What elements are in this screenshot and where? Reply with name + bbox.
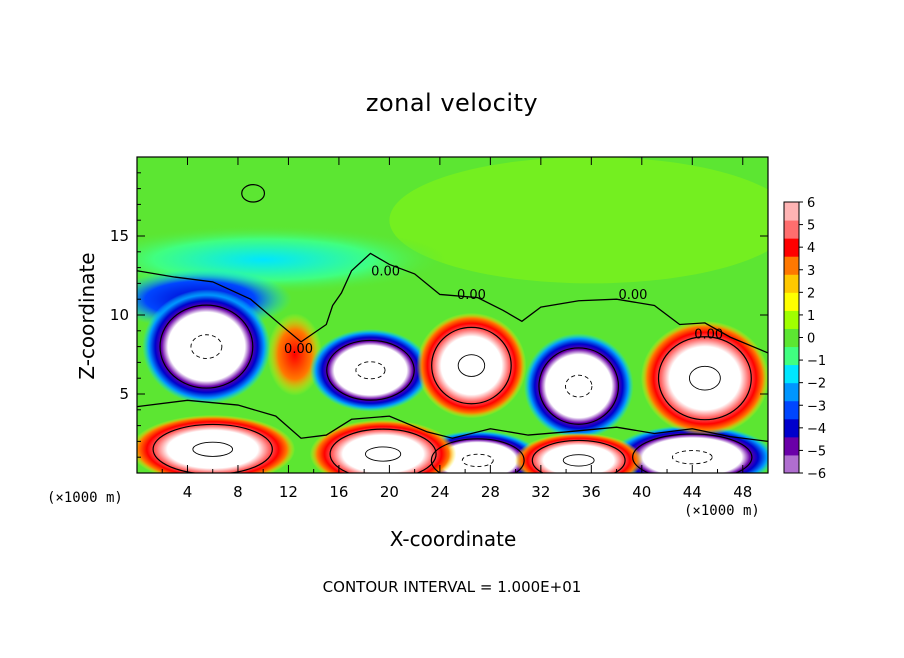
- colorbar-segment: [784, 400, 799, 420]
- inner-contour-line: [688, 365, 721, 391]
- x-tick-label: 4: [183, 483, 193, 501]
- cell-contour-line: [431, 326, 512, 405]
- x-tick-label: 40: [632, 483, 651, 501]
- contour-label: 0.00: [457, 288, 486, 303]
- inner-contour-line: [355, 361, 386, 380]
- x-tick-label: 28: [481, 483, 500, 501]
- contour-label: 0.00: [371, 265, 400, 280]
- colorbar-segment: [784, 256, 799, 275]
- colorbar-segment: [784, 238, 799, 257]
- x-tick-label: 16: [329, 483, 348, 501]
- colorbar-segment: [784, 292, 799, 311]
- colorbar-tick-label: −4: [807, 422, 826, 437]
- colorbar-segment: [784, 436, 799, 456]
- x-tick-label: 20: [380, 483, 399, 501]
- small-contour-line: [241, 184, 266, 203]
- inner-contour-line: [192, 441, 234, 457]
- colorbar-segment: [784, 274, 799, 293]
- velocity-cell-pos_cell: [416, 312, 527, 419]
- cell-contour-line: [159, 304, 254, 389]
- velocity-cell-neg_cell: [142, 289, 271, 404]
- y-tick-label: 10: [110, 306, 129, 324]
- colorbar-segment: [784, 346, 799, 366]
- cell-contour-line: [657, 336, 752, 421]
- colorbar-segment: [784, 202, 799, 221]
- chart-title: zonal velocity: [365, 89, 539, 117]
- cell-contour-line: [326, 339, 415, 401]
- x-axis-label: X-coordinate: [389, 527, 517, 551]
- velocity-cell-pos_cell: [514, 432, 643, 473]
- colorbar-segment: [784, 382, 799, 402]
- cell-contour-line: [632, 433, 753, 473]
- x-tick-label: 24: [430, 483, 449, 501]
- cell-contour-line: [430, 438, 525, 473]
- y-axis-label: Z-coordinate: [75, 252, 99, 380]
- colorbar-segment: [784, 364, 799, 384]
- colorbar-tick-label: 1: [807, 309, 815, 324]
- contour-label: 0.00: [284, 342, 313, 357]
- colorbar-segment: [784, 310, 799, 329]
- inner-contour-line: [364, 446, 402, 462]
- zero-contour-line: [137, 252, 768, 354]
- colorbar-tick-label: −6: [807, 467, 826, 482]
- inner-contour-line: [457, 354, 486, 377]
- colorbar-segment: [784, 328, 799, 348]
- colorbar-tick-label: −3: [807, 399, 826, 414]
- cell-contour-line: [152, 423, 273, 473]
- colorbar-segment: [784, 220, 799, 239]
- colorbar-tick-label: 6: [807, 196, 815, 211]
- x-unit-label-left: (×1000 m): [47, 490, 123, 506]
- inner-contour-line: [461, 453, 494, 467]
- velocity-cell-pos_cell: [640, 320, 768, 436]
- inner-contour-line: [564, 374, 593, 398]
- colorbar-tick-label: 3: [807, 264, 815, 279]
- inner-contour-line: [562, 454, 595, 467]
- contour-label: 0.00: [694, 328, 723, 343]
- cell-contour-line: [538, 347, 620, 425]
- velocity-cell-pos_streak: [267, 313, 323, 396]
- contour-interval-note: CONTOUR INTERVAL = 1.000E+01: [322, 578, 582, 596]
- x-tick-label: 44: [683, 483, 702, 501]
- zero-contour-line: [137, 399, 768, 443]
- colorbar-tick-label: 2: [807, 286, 815, 301]
- velocity-cell-neg_cell: [523, 333, 634, 439]
- colorbar-tick-label: 4: [807, 241, 815, 256]
- inner-contour-line: [190, 334, 223, 359]
- colorbar-tick-label: 5: [807, 219, 815, 234]
- x-tick-label: 12: [279, 483, 298, 501]
- contour-label: 0.00: [618, 288, 647, 303]
- inner-contour-line: [671, 450, 713, 465]
- x-tick-label: 8: [233, 483, 243, 501]
- x-unit-label-right: (×1000 m): [684, 503, 760, 519]
- colorbar-tick-label: −5: [807, 444, 826, 459]
- velocity-cell-neg_cell: [609, 425, 768, 473]
- x-tick-label: 32: [531, 483, 550, 501]
- colorbar-tick-label: −2: [807, 377, 826, 392]
- x-tick-label: 36: [582, 483, 601, 501]
- cell-contour-line: [531, 439, 626, 473]
- velocity-field: [137, 157, 768, 473]
- field-highlight: [389, 157, 768, 284]
- colorbar-segment: [784, 418, 799, 438]
- velocity-cell-neg_cell: [310, 329, 431, 412]
- x-tick-label: 48: [733, 483, 752, 501]
- colorbar-tick-label: −1: [807, 354, 826, 369]
- y-tick-label: 5: [119, 385, 129, 403]
- cell-contour-line: [329, 428, 437, 473]
- velocity-cell-pos_cell: [309, 419, 457, 473]
- colorbar-tick-label: 0: [807, 332, 815, 347]
- colorbar-segment: [784, 454, 799, 474]
- y-tick-label: 15: [110, 227, 129, 245]
